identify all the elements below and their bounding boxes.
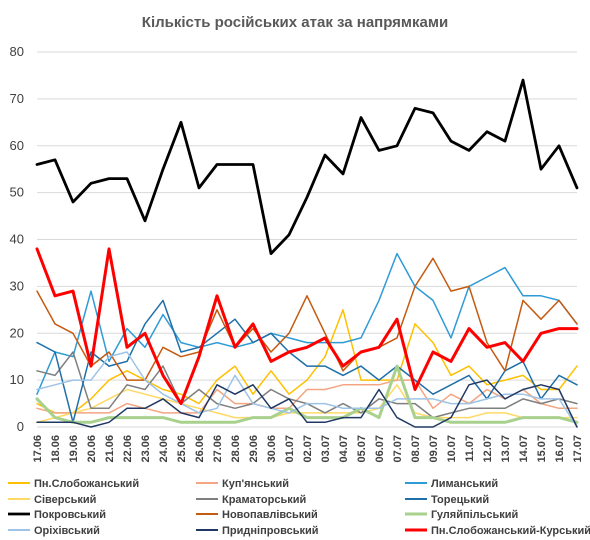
series-line: [36, 379, 578, 428]
chart-title: Кількість російських атак за напрямками: [142, 14, 448, 31]
x-tick-label: 17.07: [572, 435, 584, 463]
x-tick-label: 18.06: [50, 435, 62, 463]
x-tick-label: 05.07: [356, 435, 368, 463]
x-tick-label: 26.06: [194, 435, 206, 463]
x-tick-label: 07.07: [392, 435, 404, 463]
x-tick-label: 15.07: [536, 435, 548, 463]
series-line: [36, 384, 578, 424]
series-line: [36, 257, 578, 381]
y-axis-ticks: 0 10 20 30 40 50 60 70 80: [10, 44, 24, 434]
y-tick-label: 40: [10, 232, 24, 247]
x-tick-label: 04.07: [338, 435, 350, 463]
legend-label: Придніпровський: [222, 525, 319, 537]
legend-label: Торецький: [431, 494, 489, 506]
x-tick-label: 27.06: [212, 435, 224, 463]
x-tick-label: 13.07: [500, 435, 512, 463]
series-line: [36, 309, 578, 414]
x-tick-label: 22.06: [122, 435, 134, 463]
series-line: [35, 247, 579, 406]
x-tick-label: 16.07: [554, 435, 566, 463]
series-line: [35, 364, 579, 424]
y-tick-label: 0: [17, 419, 24, 434]
x-tick-label: 19.06: [68, 435, 80, 463]
legend-label: Пн.Слобожанський-Курський: [431, 525, 590, 537]
legend-label: Куп'янський: [222, 478, 289, 490]
x-tick-label: 10.07: [446, 435, 458, 463]
series-line: [36, 252, 578, 395]
x-tick-label: 02.07: [302, 435, 314, 463]
x-tick-label: 17.06: [32, 435, 44, 463]
x-tick-label: 01.07: [284, 435, 296, 463]
legend-label: Оріхівський: [34, 525, 100, 537]
x-tick-label: 21.06: [104, 435, 116, 463]
x-tick-label: 23.06: [140, 435, 152, 463]
x-tick-label: 06.07: [374, 435, 386, 463]
y-tick-label: 50: [10, 185, 24, 200]
y-tick-label: 10: [10, 372, 24, 387]
y-tick-label: 20: [10, 325, 24, 340]
series-line: [35, 78, 579, 256]
y-tick-label: 30: [10, 278, 24, 293]
legend-label: Сіверський: [34, 494, 96, 506]
x-tick-label: 24.06: [158, 435, 170, 463]
x-tick-label: 28.06: [230, 435, 242, 463]
x-tick-label: 12.07: [482, 435, 494, 463]
legend-label: Новопавлівський: [222, 509, 318, 521]
x-tick-label: 09.07: [428, 435, 440, 463]
y-tick-label: 60: [10, 138, 24, 153]
series-line: [36, 351, 578, 428]
series-line: [36, 379, 578, 414]
y-tick-label: 80: [10, 44, 24, 59]
x-tick-label: 29.06: [248, 435, 260, 463]
x-tick-label: 14.07: [518, 435, 530, 463]
series-lines: [35, 78, 579, 428]
x-tick-label: 11.07: [464, 435, 476, 462]
legend-label: Лиманський: [431, 478, 498, 490]
legend: Пн.Слобожанський Куп'янський Лиманський Сів…: [8, 478, 590, 537]
x-tick-label: 08.07: [410, 435, 422, 463]
legend-label: Краматорський: [222, 494, 306, 506]
x-tick-label: 03.07: [320, 435, 332, 463]
x-tick-label: 30.06: [266, 435, 278, 463]
legend-label: Гуляйпільський: [431, 509, 518, 521]
x-axis-ticks: 17.06 18.06 19.06 20.06 21.06 22.06 23.06 24.06…: [32, 435, 584, 463]
legend-label: Покровський: [34, 509, 106, 521]
y-tick-label: 70: [10, 91, 24, 106]
x-tick-label: 25.06: [176, 435, 188, 463]
legend-label: Пн.Слобожанський: [34, 478, 139, 490]
x-tick-label: 20.06: [86, 435, 98, 463]
